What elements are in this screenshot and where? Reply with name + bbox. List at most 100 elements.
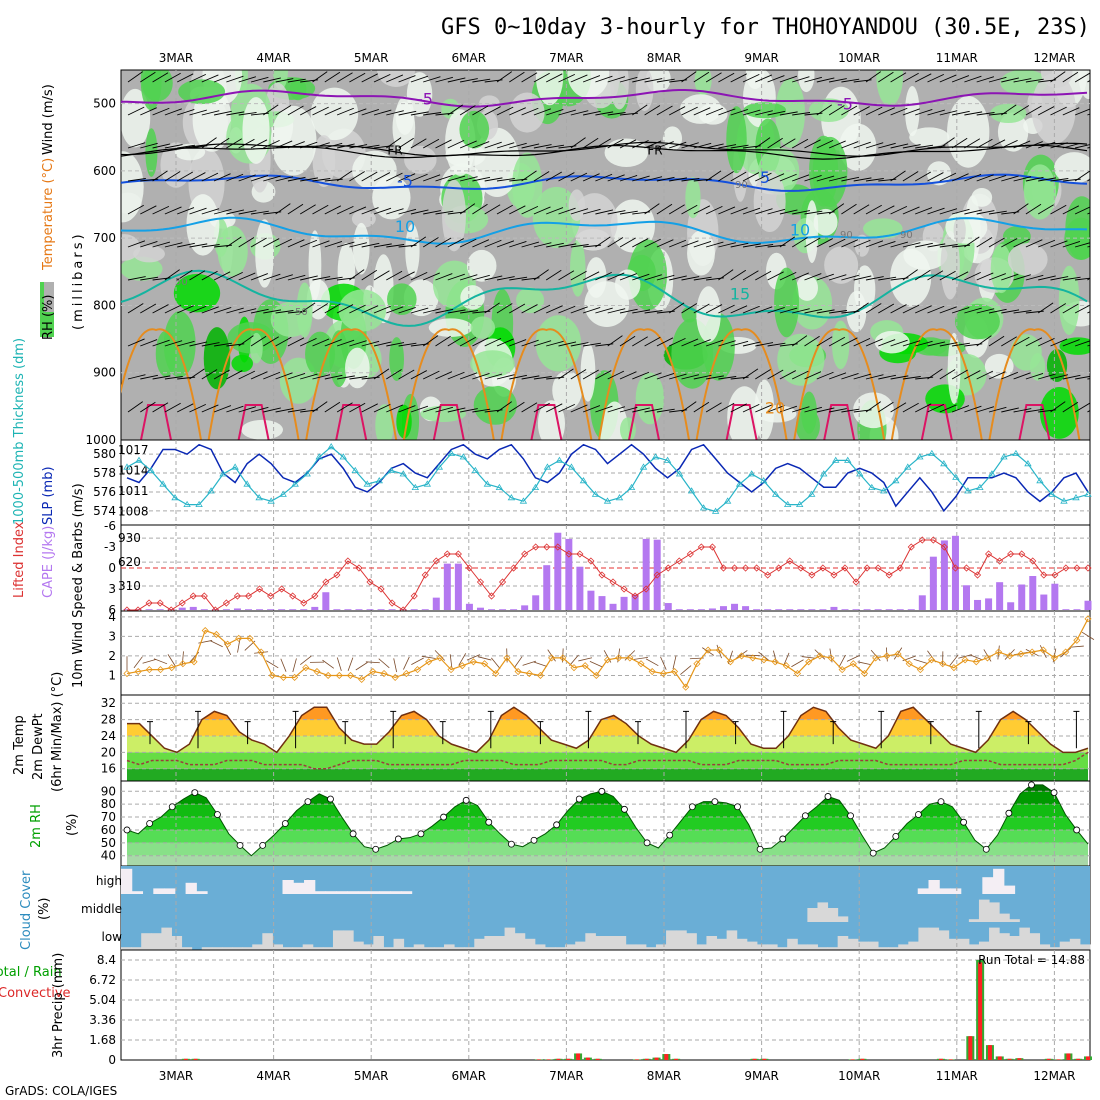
contour-label: 15 [730, 284, 750, 303]
wind-tick: 4 [108, 610, 116, 624]
wind-barb [152, 402, 169, 413]
cloud-bar [262, 933, 273, 950]
slp-marker [291, 480, 299, 487]
wind-barb [964, 405, 982, 413]
wind-barb [226, 173, 244, 182]
wind-barb [226, 236, 242, 248]
rh-blob [305, 331, 336, 377]
isotherm-20-line [793, 328, 886, 440]
cloud-bar [978, 941, 990, 950]
cloud-layer-label: high [96, 874, 122, 888]
rh-blob [568, 189, 586, 221]
lifted-index-marker [609, 578, 617, 586]
wind-barb [927, 172, 944, 182]
wind-barb [140, 241, 158, 248]
precip-convective-bar [850, 1059, 855, 1060]
wind-barb [1038, 141, 1056, 149]
precip-tick: 5.04 [89, 993, 116, 1007]
wind-barb [890, 205, 908, 215]
cloud-bar [928, 880, 940, 894]
wind-barb [1001, 175, 1019, 182]
wind-barb [705, 402, 722, 413]
lifted-index-marker [554, 543, 562, 551]
rh2m-marker [1050, 789, 1058, 796]
wind-barb [484, 141, 502, 149]
rh-blob [1023, 164, 1057, 220]
cape-bar [819, 609, 827, 610]
slp-marker [735, 480, 744, 487]
slp-marker [471, 466, 480, 473]
rh-blob [142, 70, 173, 102]
wind10m-speed-line [126, 618, 1089, 689]
wind-barb [177, 305, 194, 314]
wind-barb [312, 338, 330, 347]
wind-barb [546, 305, 563, 314]
wind-barb [792, 210, 810, 215]
cloud-bar [958, 938, 970, 950]
wind-barb [226, 111, 245, 116]
cape-bar [178, 607, 186, 610]
wind-barb [804, 175, 822, 182]
rh-blob [470, 316, 496, 339]
wind-barb [1062, 401, 1079, 413]
slp-marker [507, 494, 516, 501]
wind-barb [791, 237, 808, 248]
pressure-tick: 1000 [85, 433, 116, 447]
rh2m-marker [485, 818, 493, 826]
wind-barb [828, 176, 847, 182]
wind-barb [435, 237, 452, 248]
lifted-index-marker [808, 571, 816, 579]
slp-marker [447, 449, 456, 456]
wind-barb [435, 175, 453, 182]
wind-barb [177, 207, 195, 215]
contour-label: 10 [395, 217, 415, 236]
rh2m-marker [394, 835, 402, 843]
wind-barb [939, 369, 956, 380]
wind-barb [127, 374, 146, 380]
slp-tick: 1008 [118, 504, 149, 518]
wind-barb [607, 237, 624, 248]
cape-bar [719, 606, 727, 610]
cape-tick: 620 [118, 555, 141, 569]
wind-barb [447, 238, 464, 248]
slp-marker [783, 500, 792, 507]
precip-tick: 0 [108, 1053, 116, 1067]
wind-barb [1050, 338, 1068, 347]
wind-barb [669, 275, 687, 281]
wind-barb [595, 271, 612, 281]
wind10m-marker [570, 664, 578, 672]
wind-barb [312, 240, 330, 248]
wind-barb [361, 340, 380, 347]
wind-barb [890, 375, 909, 380]
wind10m-barb [634, 657, 649, 660]
wind-barb [349, 340, 367, 347]
rh-blob [839, 123, 877, 171]
wind-barb [668, 204, 685, 215]
wind-barb [423, 112, 442, 116]
cloud-bar [999, 933, 1010, 950]
wind10m-marker [927, 656, 936, 664]
isotherm-25-line [823, 404, 856, 440]
cloud-bar [196, 891, 208, 894]
rh-blob [635, 372, 665, 425]
wind-barb [816, 371, 834, 380]
cape-tick: 310 [118, 579, 141, 593]
lifted-index-marker [852, 578, 860, 586]
wind-barb [681, 338, 699, 347]
wind-barb [829, 408, 847, 413]
wind-barb [177, 242, 195, 248]
wind-barb [902, 269, 918, 281]
cape-bar [631, 594, 639, 610]
wind-barb [619, 308, 638, 314]
wind-barb [361, 403, 378, 413]
cloud-bar [232, 947, 243, 950]
precip-tick: 3.36 [89, 1013, 116, 1027]
wind-barb [509, 142, 527, 149]
wind-barb [410, 209, 429, 215]
wind-barb [398, 369, 415, 380]
cape-bar [940, 540, 948, 610]
cloud-bar [928, 927, 940, 950]
wind-barb [1062, 205, 1080, 215]
wind-barb [976, 237, 993, 248]
top-date-axis: 3MAR 4MAR 5MAR 6MAR 7MAR 8MAR 9MAR 10MAR 11MAR 12… [159, 51, 1076, 65]
